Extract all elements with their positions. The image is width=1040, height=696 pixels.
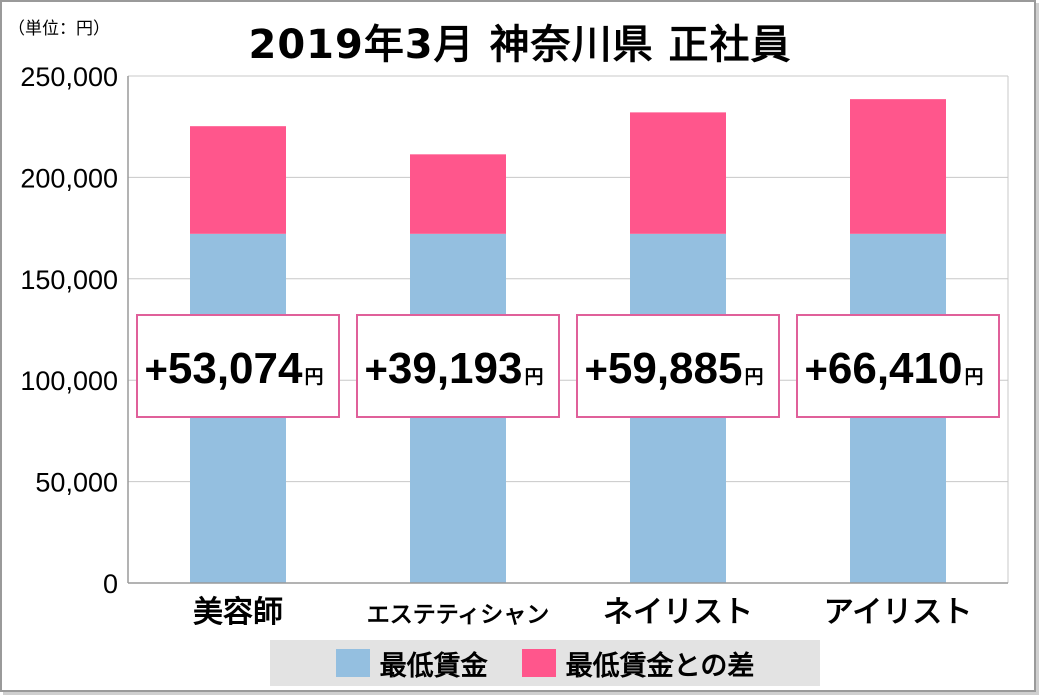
- x-category-label: ネイリスト: [603, 595, 753, 630]
- difference-callout-value: +66,410 円: [805, 344, 984, 393]
- difference-callout-value: +53,074 円: [145, 344, 324, 393]
- x-category-label: 美容師: [193, 595, 283, 630]
- legend-swatch-difference: [521, 649, 556, 677]
- difference-callout-value: +59,885 円: [585, 344, 764, 393]
- difference-callout-box: [356, 314, 560, 418]
- legend-item-minimum-wage: 最低賃金: [335, 644, 488, 683]
- difference-callout-box: [576, 314, 780, 418]
- y-tick-label: 50,000: [35, 468, 118, 498]
- difference-callout-value: +39,193 円: [365, 344, 544, 393]
- legend-label-difference: 最低賃金との差: [565, 650, 755, 682]
- y-tick-label: 250,000: [20, 62, 118, 92]
- difference-callout-box: [136, 314, 340, 418]
- y-tick-label: 200,000: [20, 163, 118, 193]
- legend-item-difference: 最低賃金との差: [521, 644, 755, 683]
- bar-difference: [190, 126, 286, 234]
- difference-callout-box: [796, 314, 1000, 418]
- bar-difference: [410, 154, 506, 234]
- x-category-label: アイリスト: [824, 595, 973, 630]
- y-tick-label: 0: [103, 569, 118, 599]
- bar-difference: [630, 112, 726, 234]
- y-tick-label: 100,000: [20, 366, 118, 396]
- chart-title: 2019年3月 神奈川県 正社員: [248, 22, 792, 68]
- legend-swatch-minimum-wage: [335, 649, 370, 677]
- unit-label: （単位：円）: [8, 19, 110, 39]
- bar-difference: [850, 99, 946, 234]
- y-tick-label: 150,000: [20, 265, 118, 295]
- legend: 最低賃金 最低賃金との差: [270, 640, 820, 686]
- legend-label-minimum-wage: 最低賃金: [379, 650, 488, 682]
- x-category-label: エステティシャン: [367, 602, 550, 628]
